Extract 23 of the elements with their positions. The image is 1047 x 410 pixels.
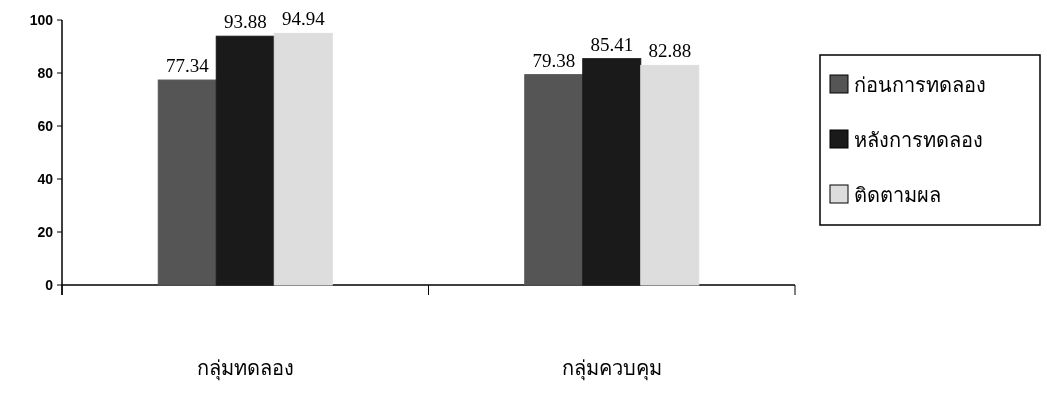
bar bbox=[582, 58, 642, 286]
y-tick-label: 0 bbox=[45, 277, 54, 293]
bar bbox=[640, 64, 700, 286]
legend-label: หลังการทดลอง bbox=[854, 128, 983, 152]
x-tick-label: กลุ่มทดลอง bbox=[196, 356, 294, 381]
bar bbox=[215, 35, 275, 286]
legend-label: ติดตามผล bbox=[854, 183, 941, 207]
y-tick-label: 60 bbox=[37, 118, 54, 134]
data-label: 85.41 bbox=[590, 33, 634, 55]
data-label: 94.94 bbox=[281, 8, 326, 30]
y-tick-label: 40 bbox=[37, 171, 54, 187]
data-label: 93.88 bbox=[223, 11, 267, 33]
y-tick-label: 100 bbox=[29, 12, 54, 28]
bar bbox=[524, 74, 584, 286]
data-label: 77.34 bbox=[165, 55, 210, 77]
y-tick-label: 80 bbox=[37, 65, 54, 81]
bar bbox=[273, 32, 333, 286]
bar bbox=[157, 79, 217, 286]
legend-label: ก่อนการทดลอง bbox=[854, 73, 986, 97]
x-tick-label: กลุ่มควบคุม bbox=[561, 356, 662, 381]
y-tick-label: 20 bbox=[37, 224, 54, 240]
data-label: 79.38 bbox=[532, 49, 576, 71]
data-label: 82.88 bbox=[648, 40, 692, 62]
